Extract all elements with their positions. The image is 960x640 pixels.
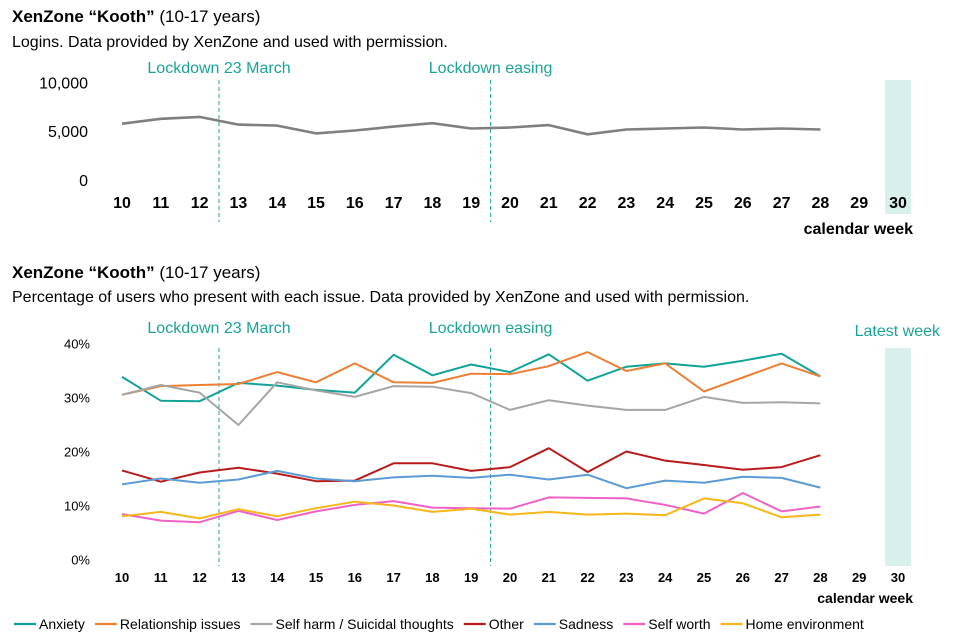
chart2-x-tick-label: 13 xyxy=(231,570,245,585)
chart2-x-tick-label: 26 xyxy=(736,570,750,585)
chart1-x-tick-label: 30 xyxy=(889,195,907,212)
chart2-x-tick-label: 21 xyxy=(542,570,556,585)
chart1-x-tick-label: 26 xyxy=(734,195,752,212)
chart1-x-tick-label: 27 xyxy=(773,195,791,212)
chart2-x-tick-label: 14 xyxy=(270,570,285,585)
chart2-legend-label: Anxiety xyxy=(39,616,85,632)
chart1-y-tick-label: 0 xyxy=(79,173,88,190)
chart2-x-tick-label: 10 xyxy=(115,570,129,585)
chart2-x-tick-label: 29 xyxy=(852,570,866,585)
chart1-x-tick-label: 13 xyxy=(230,195,248,212)
chart2-y-tick-label: 0% xyxy=(71,553,90,568)
chart1-annotation-label: Lockdown 23 March xyxy=(147,60,290,77)
chart2-x-tick-label: 25 xyxy=(697,570,711,585)
chart2-x-tick-label: 28 xyxy=(813,570,827,585)
chart2-series-line-sadness xyxy=(121,469,821,490)
chart2-x-tick-label: 18 xyxy=(425,570,439,585)
chart2-latest-week-band xyxy=(885,348,911,566)
chart2-x-tick-label: 16 xyxy=(348,570,362,585)
chart2-title-bold: XenZone “Kooth” xyxy=(12,263,155,282)
chart2-title-rest: (10-17 years) xyxy=(159,263,261,282)
chart2-annotation-label: Latest week xyxy=(855,323,941,340)
chart2-legend-label: Home environment xyxy=(746,616,864,632)
chart1-x-tick-label: 10 xyxy=(113,195,131,212)
chart2-x-tick-label: 27 xyxy=(774,570,788,585)
chart1-annotation-label: Lockdown easing xyxy=(429,60,553,77)
chart2-series-line-relationship-issues xyxy=(121,351,821,396)
chart1-y-tick-label: 5,000 xyxy=(48,124,88,141)
chart2-legend-label: Self harm / Suicidal thoughts xyxy=(276,616,454,632)
chart2-series-line-home-environment xyxy=(121,497,821,520)
chart1-x-tick-label: 23 xyxy=(618,195,636,212)
chart2-x-tick-label: 17 xyxy=(386,570,400,585)
chart2-series-line-other xyxy=(121,447,821,483)
chart2-legend-label: Other xyxy=(489,616,524,632)
chart1-x-tick-label: 15 xyxy=(307,195,325,212)
chart2-x-tick-label: 22 xyxy=(580,570,594,585)
chart1-x-tick-label: 19 xyxy=(462,195,480,212)
chart1-x-tick-label: 16 xyxy=(346,195,364,212)
chart2-x-tick-label: 24 xyxy=(658,570,673,585)
chart1-subtitle: Logins. Data provided by XenZone and use… xyxy=(12,34,448,51)
chart2-x-tick-label: 15 xyxy=(309,570,323,585)
chart2-x-axis-title: calendar week xyxy=(817,590,913,606)
chart1-x-tick-label: 12 xyxy=(191,195,209,212)
chart2-y-tick-label: 10% xyxy=(64,499,90,514)
chart2-y-tick-label: 20% xyxy=(64,445,90,460)
chart1-latest-week-band xyxy=(885,80,911,214)
chart1-series-line-logins xyxy=(121,115,821,136)
chart2-series-line-anxiety xyxy=(121,352,821,403)
chart1-x-tick-label: 20 xyxy=(501,195,519,212)
chart1-x-tick-label: 22 xyxy=(579,195,597,212)
chart1-y-tick-label: 10,000 xyxy=(39,76,88,93)
chart2-y-tick-label: 30% xyxy=(64,391,90,406)
chart2-legend-label: Sadness xyxy=(559,616,613,632)
chart2-x-tick-label: 20 xyxy=(503,570,517,585)
chart2-y-tick-label: 40% xyxy=(64,337,90,352)
chart2-x-tick-label: 23 xyxy=(619,570,633,585)
chart1-x-tick-label: 17 xyxy=(385,195,403,212)
chart2-series-line-self-worth xyxy=(121,492,821,524)
chart2-series-line-self-harm-suicidal-thoughts xyxy=(121,381,821,426)
chart1-x-tick-label: 21 xyxy=(540,195,558,212)
chart1-x-tick-label: 11 xyxy=(152,195,169,212)
chart2-x-tick-label: 11 xyxy=(154,570,168,585)
chart2-legend-label: Relationship issues xyxy=(120,616,241,632)
chart2-legend-label: Self worth xyxy=(648,616,710,632)
chart2-annotation-label: Lockdown 23 March xyxy=(147,320,290,337)
chart1-x-tick-label: 28 xyxy=(812,195,830,212)
chart1-x-tick-label: 29 xyxy=(850,195,868,212)
chart1-x-tick-label: 25 xyxy=(695,195,713,212)
chart2-subtitle: Percentage of users who present with eac… xyxy=(12,289,750,306)
chart2-title: XenZone “Kooth” (10-17 years) xyxy=(12,263,260,283)
chart1-title: XenZone “Kooth” (10-17 years) xyxy=(12,7,260,27)
chart1-x-tick-label: 18 xyxy=(424,195,442,212)
chart2-x-tick-label: 12 xyxy=(192,570,206,585)
chart1-x-axis-title: calendar week xyxy=(804,221,914,238)
chart1-title-bold: XenZone “Kooth” xyxy=(12,7,155,26)
chart1-title-rest: (10-17 years) xyxy=(159,7,261,26)
chart1-x-tick-label: 24 xyxy=(656,195,674,212)
chart1-x-tick-label: 14 xyxy=(268,195,286,212)
chart2-x-tick-label: 30 xyxy=(891,570,905,585)
chart2-x-tick-label: 19 xyxy=(464,570,478,585)
chart2-annotation-label: Lockdown easing xyxy=(429,320,553,337)
